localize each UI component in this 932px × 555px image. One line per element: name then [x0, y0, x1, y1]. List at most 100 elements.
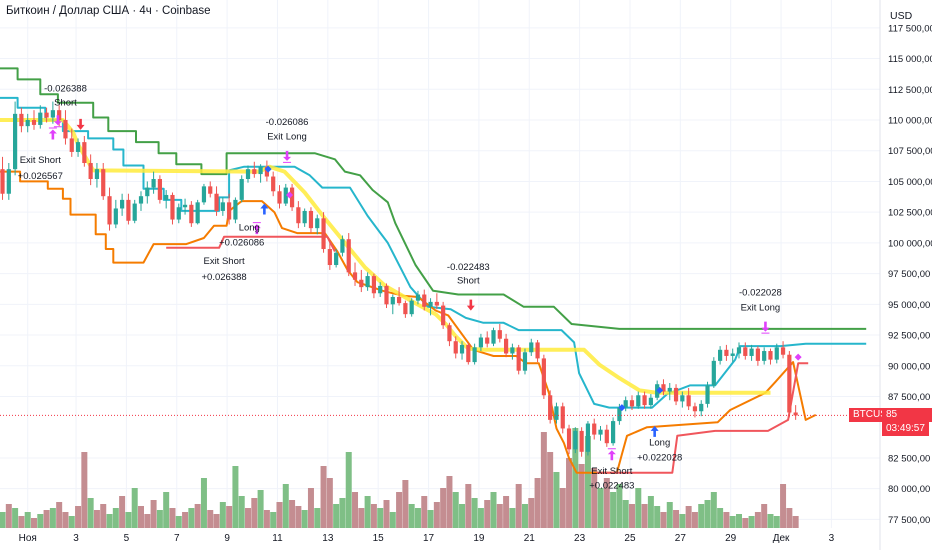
candle-body: [743, 347, 748, 356]
volume-bar: [238, 496, 245, 528]
candle-body: [749, 348, 754, 356]
candle-body: [661, 384, 666, 392]
volume-bar: [792, 516, 799, 528]
y-tick-label: 102 500,00: [888, 208, 932, 219]
candle-body: [296, 207, 301, 224]
candle-body: [478, 337, 484, 348]
candle-body: [258, 166, 263, 175]
candle-body: [19, 113, 24, 127]
candle-body: [673, 387, 679, 402]
candle-body: [724, 349, 729, 356]
x-tick-label: 7: [174, 533, 180, 544]
x-tick-label: 13: [322, 533, 334, 544]
volume-bar: [704, 500, 711, 528]
volume-bar: [81, 452, 88, 528]
volume-bar: [622, 500, 629, 528]
currency-label[interactable]: USD: [890, 10, 913, 22]
volume-bar: [679, 514, 686, 528]
volume-bar: [219, 502, 226, 528]
y-tick-label: 80 000,00: [888, 484, 930, 495]
volume-bar: [245, 508, 252, 528]
volume-bar: [326, 478, 333, 528]
volume-bar: [24, 512, 31, 528]
volume-bar: [773, 516, 780, 528]
candle-body: [780, 347, 786, 355]
volume-bar: [106, 514, 113, 528]
candle-body: [623, 400, 628, 408]
x-tick-label: 19: [473, 533, 485, 544]
chart-title: Биткоин / Доллар США · 4ч · Coinbase: [6, 5, 211, 17]
volume-bar: [446, 476, 453, 528]
volume-bar: [56, 502, 63, 528]
candle-body: [503, 338, 509, 354]
y-tick-label: 105 000,00: [888, 177, 932, 188]
candle-body: [617, 407, 622, 422]
volume-bar: [509, 508, 516, 528]
candle-body: [579, 430, 584, 452]
volume-bar: [0, 512, 6, 528]
volume-bar: [377, 508, 384, 528]
candle-body: [667, 387, 672, 392]
y-tick-label: 107 500,00: [888, 146, 932, 157]
candle-body: [636, 395, 641, 407]
volume-bar: [169, 508, 176, 528]
candle-body: [145, 187, 150, 197]
candle-body: [327, 249, 332, 266]
y-tick-label: 92 500,00: [888, 331, 930, 342]
volume-bar: [584, 436, 591, 528]
volume-bar: [320, 466, 327, 528]
price-axis[interactable]: 117 500,00 115 000,00 112 500,00 110 000,00…: [888, 23, 932, 526]
candle-body: [648, 397, 653, 406]
candle-body: [107, 196, 112, 225]
volume-bar: [87, 498, 94, 528]
volume-bar: [780, 484, 787, 528]
candle-body: [793, 412, 798, 416]
candle-body: [422, 294, 427, 307]
x-tick-label: 23: [574, 533, 586, 544]
volume-bar: [251, 498, 258, 528]
volume-bar: [729, 516, 736, 528]
signal-label: Short: [457, 275, 480, 286]
volume-bar: [276, 502, 283, 528]
candle-body: [762, 351, 767, 361]
volume-bar: [628, 504, 635, 528]
candle-body: [164, 194, 169, 200]
volume-bar: [282, 484, 289, 528]
candle-body: [57, 110, 62, 120]
signal-arrow-down-bar-icon: [761, 321, 770, 334]
y-tick-label: 82 500,00: [888, 453, 930, 464]
candle-body: [25, 120, 30, 127]
candle-body: [315, 218, 320, 229]
volume-bar: [37, 514, 44, 528]
volume-bar: [301, 510, 308, 528]
volume-bar: [389, 512, 396, 528]
candle-body: [82, 142, 87, 164]
volume-bar: [735, 514, 742, 528]
volume-bar: [597, 488, 604, 528]
volume-bar: [175, 516, 182, 528]
signal-label: +0.026388: [202, 272, 247, 283]
volume-bar: [578, 464, 585, 528]
volume-bar: [748, 516, 755, 528]
volume-bar: [213, 514, 220, 528]
volume-bar: [226, 506, 233, 528]
time-axis[interactable]: Ноя 3 5 7 9 11 13 15 17 19 21 23 25 27 29 Дек 3: [19, 533, 835, 544]
candle-body: [157, 178, 162, 200]
volume-bar: [119, 496, 126, 528]
candle-body: [0, 169, 5, 194]
candle-body: [101, 169, 106, 197]
signal-markers: [48, 115, 802, 461]
candle-body: [428, 301, 433, 307]
candle-body: [239, 178, 244, 200]
volume-bar: [723, 512, 730, 528]
candle-body: [170, 194, 175, 220]
volume-bar: [452, 492, 459, 528]
volume-bar: [616, 484, 623, 528]
volume-bar: [641, 504, 648, 528]
candle-body: [384, 285, 389, 305]
volume-bar: [408, 504, 415, 528]
volume-bar: [125, 512, 132, 528]
y-tick-label: 87 500,00: [888, 392, 930, 403]
volume-bar: [572, 428, 579, 528]
